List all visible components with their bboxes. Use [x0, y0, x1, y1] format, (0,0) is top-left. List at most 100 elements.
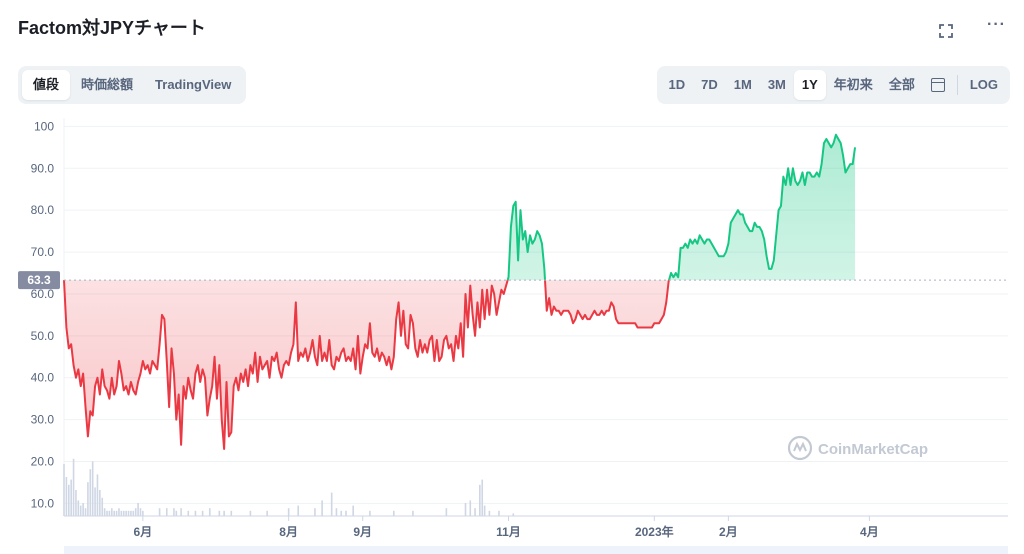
y-tick-label: 20.0 [31, 455, 55, 469]
volume-bar [99, 490, 101, 516]
log-toggle[interactable]: LOG [969, 77, 998, 92]
volume-bar [223, 510, 225, 516]
price-line-up [63, 133, 857, 281]
volume-bar [173, 508, 175, 516]
volume-bar [180, 508, 182, 516]
tab-price[interactable]: 値段 [22, 70, 71, 100]
y-tick-label: 30.0 [31, 413, 55, 427]
volume-bar [91, 461, 94, 516]
volume-bar [82, 503, 84, 516]
volume-bar [63, 464, 65, 516]
volume-bar [113, 510, 115, 516]
volume-bar [464, 503, 467, 516]
volume-bar [132, 510, 135, 516]
volume-bar [120, 510, 123, 516]
x-tick-label: 4月 [860, 525, 879, 539]
area-above-reference [64, 134, 856, 281]
volume-bar [158, 508, 161, 516]
divider [956, 75, 958, 95]
range-tabs: 1D 7D 1M 3M 1Y 年初来 全部 LOG [656, 66, 1010, 104]
x-tick-label: 6月 [134, 525, 153, 539]
y-tick-label: 80.0 [31, 203, 55, 217]
range-all[interactable]: 全部 [888, 77, 915, 92]
x-tick-label: 9月 [353, 525, 372, 539]
volume-bar [249, 510, 252, 516]
volume-bar [165, 508, 168, 516]
volume-bar [67, 484, 70, 516]
volume-bar [134, 508, 137, 516]
volume-bar [187, 510, 190, 516]
range-navigator[interactable] [64, 546, 1008, 554]
volume-bar [125, 510, 127, 516]
range-1m[interactable]: 1M [733, 77, 752, 92]
volume-bar [330, 492, 333, 516]
current-price-tag [18, 271, 60, 290]
y-tick-label: 50.0 [31, 329, 55, 343]
volume-bar [127, 510, 130, 516]
volume-bar [108, 510, 111, 516]
page-title: Factom対JPYチャート [18, 18, 206, 38]
y-tick-label: 40.0 [31, 371, 55, 385]
tab-tradingview[interactable]: TradingView [155, 77, 232, 92]
volume-bar [208, 508, 211, 516]
volume-bar [314, 508, 316, 516]
volume-bar [345, 510, 347, 516]
volume-bar [103, 508, 106, 516]
volume-bar [201, 510, 204, 516]
volume-bar [481, 479, 484, 516]
range-3m[interactable]: 3M [767, 77, 786, 92]
volume-bar [137, 503, 139, 516]
volume-bar [142, 510, 144, 516]
calendar-button[interactable] [923, 70, 953, 100]
range-1y[interactable]: 1Y [793, 70, 826, 100]
volume-bar [230, 510, 233, 516]
y-tick-label: 70.0 [31, 245, 55, 259]
fullscreen-icon[interactable] [939, 24, 953, 38]
top-icons: ··· [939, 16, 1006, 38]
volume-bar [321, 500, 323, 516]
volume-bar [122, 510, 125, 516]
volume-bar [335, 508, 338, 516]
volume-bar [79, 505, 82, 516]
volume-bar [369, 510, 371, 516]
volume-bar [474, 508, 476, 516]
range-ytd[interactable]: 年初来 [833, 77, 873, 92]
volume-bar [101, 497, 104, 516]
y-tick-label: 90.0 [31, 161, 55, 175]
view-tabs: 値段 時価総額 TradingView [18, 66, 247, 104]
y-tick-label: 60.0 [31, 287, 55, 301]
volume-bar [469, 500, 472, 516]
price-line-down [63, 280, 671, 450]
volume-bar [110, 508, 113, 516]
volume-bar [445, 508, 448, 516]
volume-bar [75, 490, 77, 516]
volume-bar [287, 508, 290, 516]
volume-bar [512, 513, 515, 516]
volume-bar [218, 510, 221, 516]
x-tick-label: 2月 [719, 525, 738, 539]
watermark-text: CoinMarketCap [818, 441, 928, 458]
volume-bar [412, 510, 414, 516]
x-tick-label: 8月 [279, 525, 298, 539]
range-1d[interactable]: 1D [668, 77, 686, 92]
volume-bar [483, 505, 486, 516]
volume-bar [118, 508, 120, 516]
range-7d[interactable]: 7D [701, 77, 718, 92]
volume-bar [70, 479, 72, 516]
x-tick-label: 2023年 [635, 524, 674, 539]
volume-bar [96, 474, 99, 516]
more-icon[interactable]: ··· [987, 16, 1006, 33]
tab-market-cap[interactable]: 時価総額 [81, 77, 134, 92]
volume-bar [77, 500, 80, 516]
volume-bar [84, 508, 87, 516]
volume-bar [175, 510, 178, 516]
volume-bar [106, 510, 108, 516]
x-tick-label: 11月 [496, 525, 521, 539]
volume-bar [479, 484, 481, 516]
volume-bar [393, 510, 395, 516]
volume-bar [297, 505, 300, 516]
volume-bar [498, 510, 500, 516]
volume-bar [72, 458, 75, 516]
volume-bar [87, 482, 89, 516]
